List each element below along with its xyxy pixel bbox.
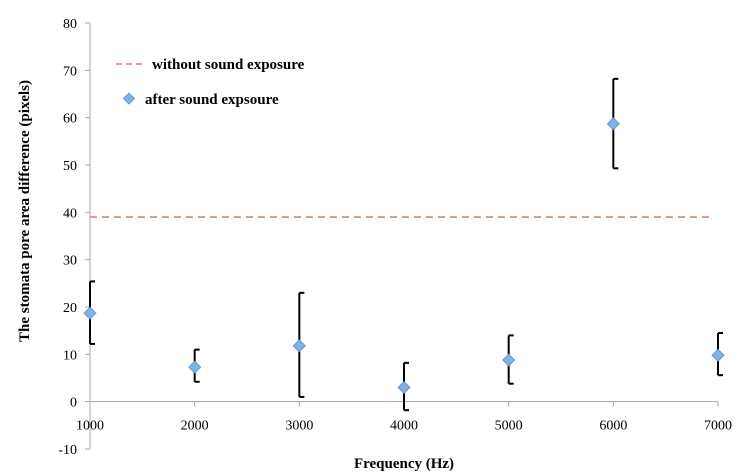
data-point-3000: [292, 291, 306, 398]
legend-label-reference-line: without sound exposure: [152, 57, 305, 73]
data-marker-3000: [292, 339, 306, 353]
data-marker-1000: [83, 306, 97, 320]
data-marker-5000: [502, 353, 516, 367]
x-tick-label-6000: 6000: [599, 419, 627, 434]
legend: without sound exposure after sound expso…: [116, 57, 305, 108]
data-point-1000: [83, 280, 97, 345]
data-point-4000: [397, 361, 411, 412]
x-tick-label-1000: 1000: [76, 419, 104, 434]
y-tick-label--10: -10: [58, 443, 77, 458]
x-tick-label-2000: 2000: [181, 419, 209, 434]
data-marker-7000: [711, 348, 725, 362]
axes: [85, 22, 719, 450]
data-marker-2000: [188, 360, 202, 374]
y-tick-label-40: 40: [63, 206, 77, 221]
y-tick-label-30: 30: [63, 254, 77, 269]
y-tick-label-20: 20: [63, 301, 77, 316]
x-tick-label-7000: 7000: [704, 419, 732, 434]
y-tick-label-0: 0: [70, 396, 77, 411]
y-tick-label-80: 80: [63, 17, 77, 32]
y-tick-label-70: 70: [63, 64, 77, 79]
tick-labels: -10 0 10 20 30 40 50 60 70 80 1000 2000 3000 4000 5000…: [58, 17, 732, 458]
data-point-5000: [502, 334, 516, 385]
y-tick-label-50: 50: [63, 159, 77, 174]
y-tick-label-60: 60: [63, 112, 77, 127]
y-tick-label-10: 10: [63, 348, 77, 363]
x-axis-title: Frequency (Hz): [354, 456, 454, 472]
data-point-6000: [606, 77, 620, 170]
data-marks: [83, 77, 725, 412]
x-tick-label-5000: 5000: [495, 419, 523, 434]
data-marker-6000: [606, 117, 620, 131]
y-axis-title: The stomata pore area difference (pixels…: [17, 80, 33, 342]
legend-swatch-series: [122, 92, 136, 105]
legend-label-series: after sound expsoure: [145, 92, 279, 108]
x-tick-label-3000: 3000: [285, 419, 313, 434]
x-tick-label-4000: 4000: [390, 419, 418, 434]
data-point-7000: [711, 332, 725, 377]
data-marker-4000: [397, 380, 411, 395]
data-point-2000: [188, 348, 202, 383]
